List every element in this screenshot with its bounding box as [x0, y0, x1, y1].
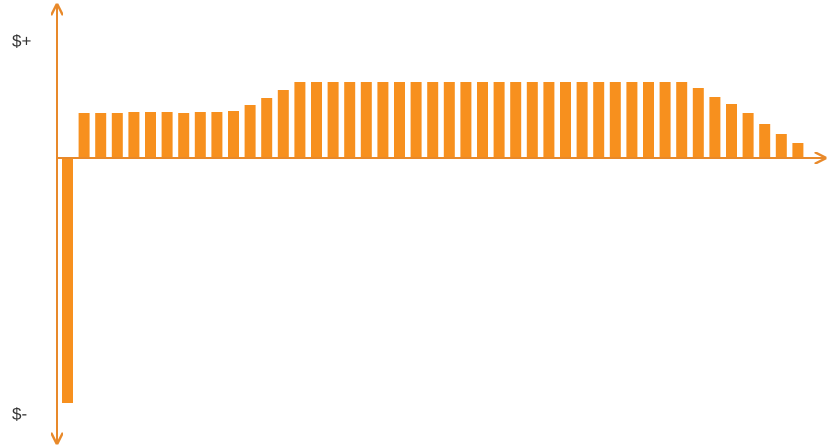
bar [62, 158, 73, 403]
bar [792, 143, 804, 158]
bar [709, 97, 721, 158]
bar [526, 82, 538, 158]
bar [477, 82, 488, 158]
bar [676, 82, 688, 158]
bar [460, 82, 472, 158]
bar [742, 113, 754, 158]
bar [78, 113, 90, 158]
bar [643, 82, 654, 158]
bar [659, 82, 671, 158]
bars [62, 82, 804, 403]
bar [593, 82, 605, 158]
bar [360, 82, 372, 158]
bar [344, 82, 356, 158]
bar [211, 112, 223, 158]
bar [111, 113, 123, 158]
bar [609, 82, 621, 158]
bar [560, 82, 571, 158]
bar [244, 105, 256, 158]
bar [178, 113, 190, 158]
bar [576, 82, 588, 158]
bar [394, 82, 405, 158]
bar [543, 82, 555, 158]
bar [775, 134, 787, 158]
bar [194, 112, 206, 158]
bar [410, 82, 422, 158]
bar [510, 82, 522, 158]
bar [327, 82, 339, 158]
bar [726, 104, 737, 158]
bar [443, 82, 455, 158]
bar [95, 113, 107, 158]
bar [261, 98, 273, 158]
bar [277, 90, 289, 158]
bar [626, 82, 638, 158]
bar [161, 112, 173, 158]
bar [228, 111, 239, 158]
y-tick-label: $- [12, 404, 27, 423]
bar [427, 82, 439, 158]
bar [692, 88, 704, 158]
bar [145, 112, 156, 158]
bar [294, 82, 306, 158]
bar [377, 82, 389, 158]
y-tick-label: $+ [12, 31, 31, 50]
bar [759, 124, 771, 158]
bar [311, 82, 322, 158]
bar [128, 112, 140, 158]
bar [493, 82, 505, 158]
